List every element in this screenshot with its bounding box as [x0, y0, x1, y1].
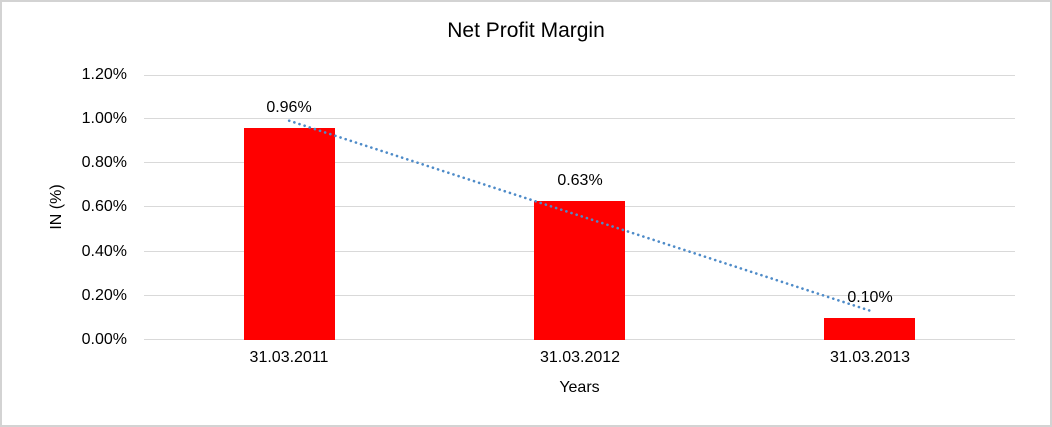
trendline: [287, 119, 872, 312]
bar-31.03.2012: [534, 201, 625, 340]
bar-data-label: 0.10%: [847, 289, 893, 306]
bar-data-label: 0.63%: [557, 172, 603, 189]
x-tick-label: 31.03.2013: [829, 349, 911, 366]
bar-31.03.2013: [824, 318, 915, 340]
bar-31.03.2011: [244, 128, 335, 340]
y-tick-label: 1.00%: [81, 110, 127, 127]
y-tick-label: 0.80%: [81, 154, 127, 171]
y-tick-label: 1.20%: [81, 66, 127, 83]
gridline: [144, 75, 1015, 76]
gridline: [144, 162, 1015, 163]
x-tick-label: 31.03.2011: [249, 349, 329, 366]
y-tick-label: 0.20%: [81, 287, 127, 304]
bar-data-label: 0.96%: [266, 99, 312, 116]
x-tick-label: 31.03.2012: [539, 349, 621, 366]
chart-title: Net Profit Margin: [447, 19, 605, 42]
plot-area: 0.96% 0.63% 0.10%: [144, 75, 1015, 340]
gridline: [144, 118, 1015, 119]
y-tick-label: 0.00%: [81, 331, 127, 348]
x-axis-title: Years: [559, 379, 600, 396]
y-tick-label: 0.40%: [81, 243, 127, 260]
y-tick-label: 0.60%: [81, 198, 127, 215]
